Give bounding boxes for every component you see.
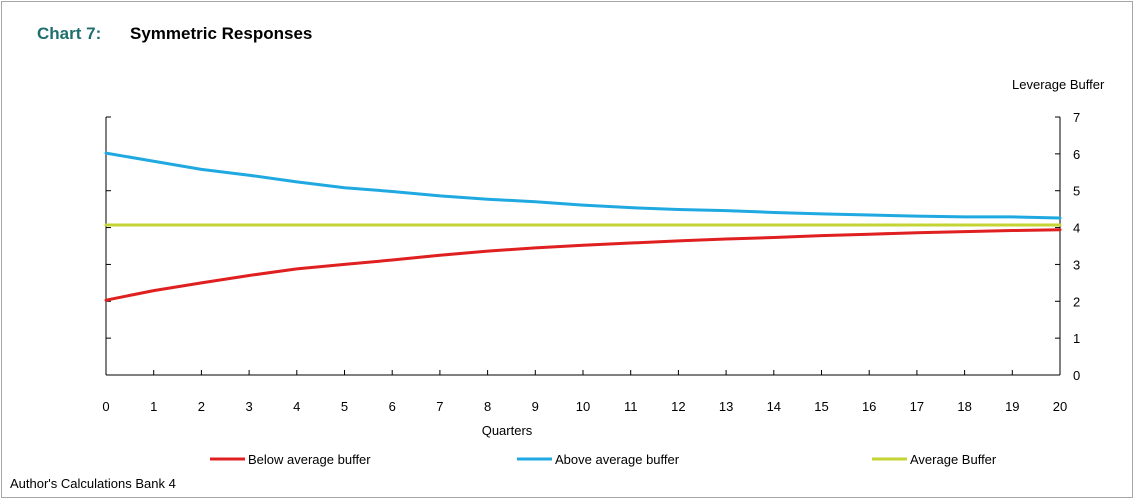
y-tick-label: 7: [1073, 110, 1080, 125]
series-line-below-average-buffer: [104, 228, 1062, 302]
x-tick-label: 18: [957, 399, 971, 414]
legend-group: Below average buffer Above average buffer…: [210, 452, 997, 467]
x-tick-label: 20: [1053, 399, 1067, 414]
x-tick-label: 12: [671, 399, 685, 414]
x-tick-label: 17: [910, 399, 924, 414]
x-tick-label: 15: [814, 399, 828, 414]
x-tick-label: 13: [719, 399, 733, 414]
series-group: [104, 151, 1062, 302]
x-tick-label: 9: [532, 399, 539, 414]
x-tick-label: 7: [436, 399, 443, 414]
x-tick-label: 4: [293, 399, 300, 414]
x-tick-label: 3: [245, 399, 252, 414]
x-axis-title: Quarters: [482, 423, 533, 438]
x-tick-label: 10: [576, 399, 590, 414]
x-tick-label: 5: [341, 399, 348, 414]
x-tick-label: 19: [1005, 399, 1019, 414]
x-tick-label: 16: [862, 399, 876, 414]
chart-title: Symmetric Responses: [130, 24, 313, 43]
y-tick-label: 1: [1073, 331, 1080, 346]
x-tick-label: 0: [102, 399, 109, 414]
legend-label: Below average buffer: [248, 452, 371, 467]
y-tick-label: 3: [1073, 257, 1080, 272]
legend-label: Average Buffer: [910, 452, 997, 467]
x-tick-label: 1: [150, 399, 157, 414]
y-axis-title: Leverage Buffer: [1012, 77, 1105, 92]
x-tick-label: 11: [624, 399, 638, 414]
source-note: Author's Calculations Bank 4: [10, 476, 176, 491]
chart-number: Chart 7:: [37, 24, 102, 43]
y-tick-label: 0: [1073, 368, 1080, 383]
x-tick-label: 14: [767, 399, 781, 414]
legend-label: Above average buffer: [555, 452, 680, 467]
y-tick-label: 4: [1073, 221, 1080, 236]
x-tick-label: 2: [198, 399, 205, 414]
y-tick-label: 6: [1073, 147, 1080, 162]
x-tick-label: 8: [484, 399, 491, 414]
y-tick-label: 5: [1073, 184, 1080, 199]
y-tick-label: 2: [1073, 294, 1080, 309]
series-line-above-average-buffer: [104, 151, 1062, 220]
x-tick-label: 6: [389, 399, 396, 414]
